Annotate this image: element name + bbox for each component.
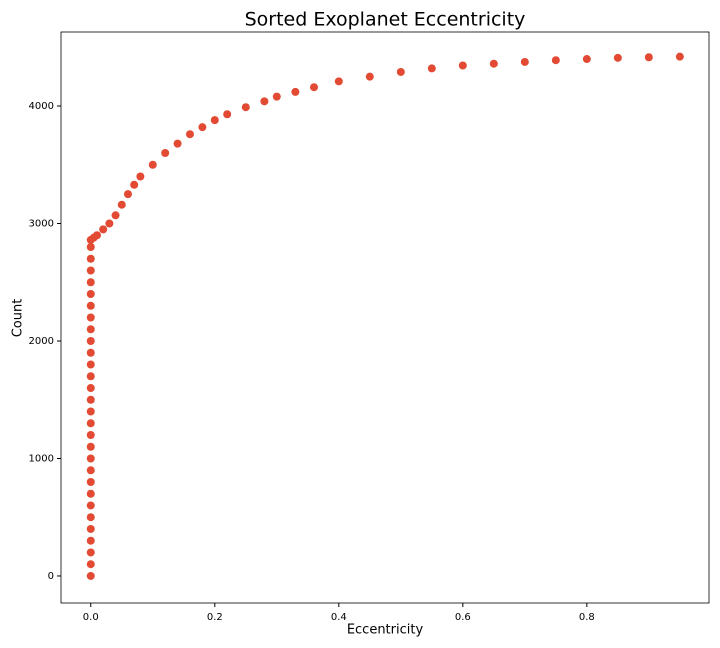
x-axis-label: Eccentricity <box>347 623 424 638</box>
point <box>86 383 95 392</box>
point <box>458 61 467 70</box>
point <box>86 466 95 475</box>
point <box>86 407 95 416</box>
point <box>86 313 95 322</box>
point <box>86 430 95 439</box>
point <box>86 360 95 369</box>
x-tick-label: 0.4 <box>331 612 347 623</box>
point <box>117 200 126 209</box>
y-tick-label: 1000 <box>29 453 54 464</box>
point <box>86 571 95 580</box>
point <box>86 489 95 498</box>
point <box>86 372 95 381</box>
point <box>520 57 529 66</box>
point <box>223 110 232 119</box>
plot-frame <box>60 31 710 604</box>
point <box>644 53 653 62</box>
point <box>489 59 498 68</box>
point <box>86 419 95 428</box>
point <box>136 172 145 181</box>
point <box>86 348 95 357</box>
point <box>210 116 219 125</box>
point <box>551 56 560 65</box>
y-tick-label: 0 <box>48 571 54 582</box>
point <box>613 53 622 62</box>
point <box>92 231 101 240</box>
point <box>86 560 95 569</box>
point <box>309 83 318 92</box>
point <box>130 180 139 189</box>
point <box>582 55 591 64</box>
y-tick-label: 2000 <box>29 336 54 347</box>
point <box>123 190 132 199</box>
point <box>86 442 95 451</box>
point <box>111 211 120 220</box>
point <box>86 243 95 252</box>
x-tick-label: 0.0 <box>83 612 99 623</box>
point <box>86 266 95 275</box>
point <box>161 149 170 158</box>
point <box>427 64 436 73</box>
point <box>272 92 281 101</box>
point <box>365 72 374 81</box>
point <box>241 103 250 112</box>
point <box>86 524 95 533</box>
y-tick-label: 3000 <box>29 219 54 230</box>
point <box>198 123 207 132</box>
point <box>291 87 300 96</box>
x-tick-label: 0.2 <box>207 612 223 623</box>
point <box>86 336 95 345</box>
point <box>86 454 95 463</box>
point <box>99 225 108 234</box>
point <box>86 278 95 287</box>
point <box>86 501 95 510</box>
x-tick-label: 0.8 <box>579 612 595 623</box>
point <box>396 67 405 76</box>
y-axis-label: Count <box>11 299 26 338</box>
point <box>86 548 95 557</box>
point <box>334 77 343 86</box>
point <box>86 477 95 486</box>
point <box>86 290 95 299</box>
point <box>86 395 95 404</box>
point <box>260 97 269 106</box>
point <box>105 219 114 228</box>
chart-title: Sorted Exoplanet Eccentricity <box>245 9 526 31</box>
point <box>173 139 182 148</box>
point <box>86 536 95 545</box>
point <box>86 301 95 310</box>
point <box>86 254 95 263</box>
point <box>86 513 95 522</box>
point <box>86 325 95 334</box>
y-tick-label: 4000 <box>29 101 54 112</box>
point <box>185 130 194 139</box>
point <box>675 52 684 61</box>
x-tick-label: 0.6 <box>455 612 471 623</box>
point <box>148 160 157 169</box>
